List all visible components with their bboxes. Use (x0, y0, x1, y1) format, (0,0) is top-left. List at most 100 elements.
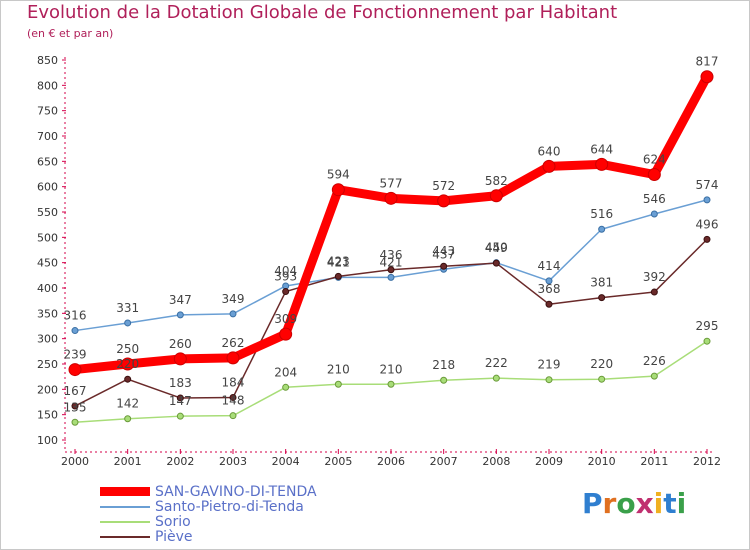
x-tick-label: 2007 (430, 455, 458, 468)
data-point (703, 196, 711, 204)
data-point (282, 288, 290, 296)
data-point (387, 380, 395, 388)
proxiti-logo: Proxiti (582, 487, 686, 520)
legend-swatch (100, 505, 150, 508)
y-tick-label: 250 (37, 358, 58, 371)
data-point (68, 363, 82, 377)
data-label: 204 (274, 365, 297, 379)
data-point (542, 159, 556, 173)
data-point (440, 262, 448, 270)
data-label: 210 (380, 362, 403, 376)
data-label: 260 (169, 337, 192, 351)
x-tick-label: 2008 (482, 455, 510, 468)
y-tick-label: 200 (37, 383, 58, 396)
legend-label: SAN-GAVINO-DI-TENDA (155, 483, 317, 500)
data-label: 496 (696, 217, 719, 231)
data-label: 142 (116, 397, 139, 411)
logo-letter: x (635, 487, 654, 520)
legend-swatch (100, 535, 150, 538)
data-point (229, 393, 237, 401)
data-point (437, 194, 451, 208)
data-point (124, 375, 132, 383)
data-point (121, 357, 135, 371)
legend-item: Santo-Pietro-di-Tenda (100, 499, 317, 515)
data-point (703, 337, 711, 345)
data-point (647, 168, 661, 182)
data-label: 546 (643, 192, 666, 206)
data-point (226, 351, 240, 365)
data-label: 594 (327, 168, 350, 182)
data-point (387, 273, 395, 281)
data-label: 443 (432, 244, 455, 258)
data-label: 167 (64, 384, 87, 398)
data-label: 239 (64, 348, 87, 362)
logo-letter: o (616, 487, 636, 520)
x-tick-label: 2000 (61, 455, 89, 468)
data-point (229, 310, 237, 318)
data-point (650, 372, 658, 380)
data-point (545, 300, 553, 308)
y-tick-label: 500 (37, 231, 58, 244)
data-point (545, 277, 553, 285)
x-tick-label: 2001 (114, 455, 142, 468)
data-label: 577 (380, 176, 403, 190)
data-label: 393 (274, 270, 297, 284)
data-point (176, 311, 184, 319)
x-tick-label: 2004 (272, 455, 300, 468)
data-label: 574 (696, 178, 719, 192)
data-label: 295 (696, 319, 719, 333)
legend: SAN-GAVINO-DI-TENDA Santo-Pietro-di-Tenda… (100, 483, 317, 545)
data-label: 381 (590, 276, 613, 290)
legend-swatch (100, 487, 150, 496)
data-point (71, 418, 79, 426)
data-label: 624 (643, 153, 666, 167)
x-tick-label: 2012 (693, 455, 721, 468)
data-point (598, 294, 606, 302)
x-tick-label: 2005 (324, 455, 352, 468)
data-label: 450 (485, 241, 508, 255)
data-point (492, 259, 500, 267)
data-point (71, 402, 79, 410)
data-label: 421 (380, 255, 403, 269)
chart-subtitle: (en € et par an) (27, 27, 114, 40)
logo-letter: t (663, 487, 677, 520)
data-point (124, 319, 132, 327)
data-label: 449 (485, 241, 508, 255)
data-point (489, 189, 503, 203)
y-tick-label: 150 (37, 409, 58, 422)
data-label: 222 (485, 356, 508, 370)
data-label: 392 (643, 270, 666, 284)
data-label: 404 (274, 264, 297, 278)
data-label: 644 (590, 142, 613, 156)
data-point (595, 157, 609, 171)
data-point (124, 415, 132, 423)
data-label: 316 (64, 309, 87, 323)
data-label: 437 (432, 247, 455, 261)
y-tick-label: 300 (37, 333, 58, 346)
data-label: 220 (116, 357, 139, 371)
data-label: 640 (538, 144, 561, 158)
y-tick-label: 600 (37, 181, 58, 194)
data-label: 516 (590, 207, 613, 221)
data-label: 226 (643, 354, 666, 368)
data-point (650, 210, 658, 218)
data-label: 436 (380, 248, 403, 262)
data-point (384, 191, 398, 205)
series-line-0 (70, 72, 712, 375)
data-label: 210 (327, 362, 350, 376)
x-tick-label: 2009 (535, 455, 563, 468)
data-point (334, 272, 342, 280)
data-label: 135 (64, 400, 87, 414)
legend-swatch (100, 520, 150, 523)
y-tick-label: 550 (37, 206, 58, 219)
data-label: 331 (116, 301, 139, 315)
y-tick-label: 650 (37, 155, 58, 168)
data-point (700, 70, 714, 84)
y-tick-label: 800 (37, 79, 58, 92)
y-tick-label: 450 (37, 257, 58, 270)
y-tick-label: 700 (37, 130, 58, 143)
data-label: 219 (538, 358, 561, 372)
y-tick-label: 100 (37, 434, 58, 447)
x-tick-label: 2006 (377, 455, 405, 468)
